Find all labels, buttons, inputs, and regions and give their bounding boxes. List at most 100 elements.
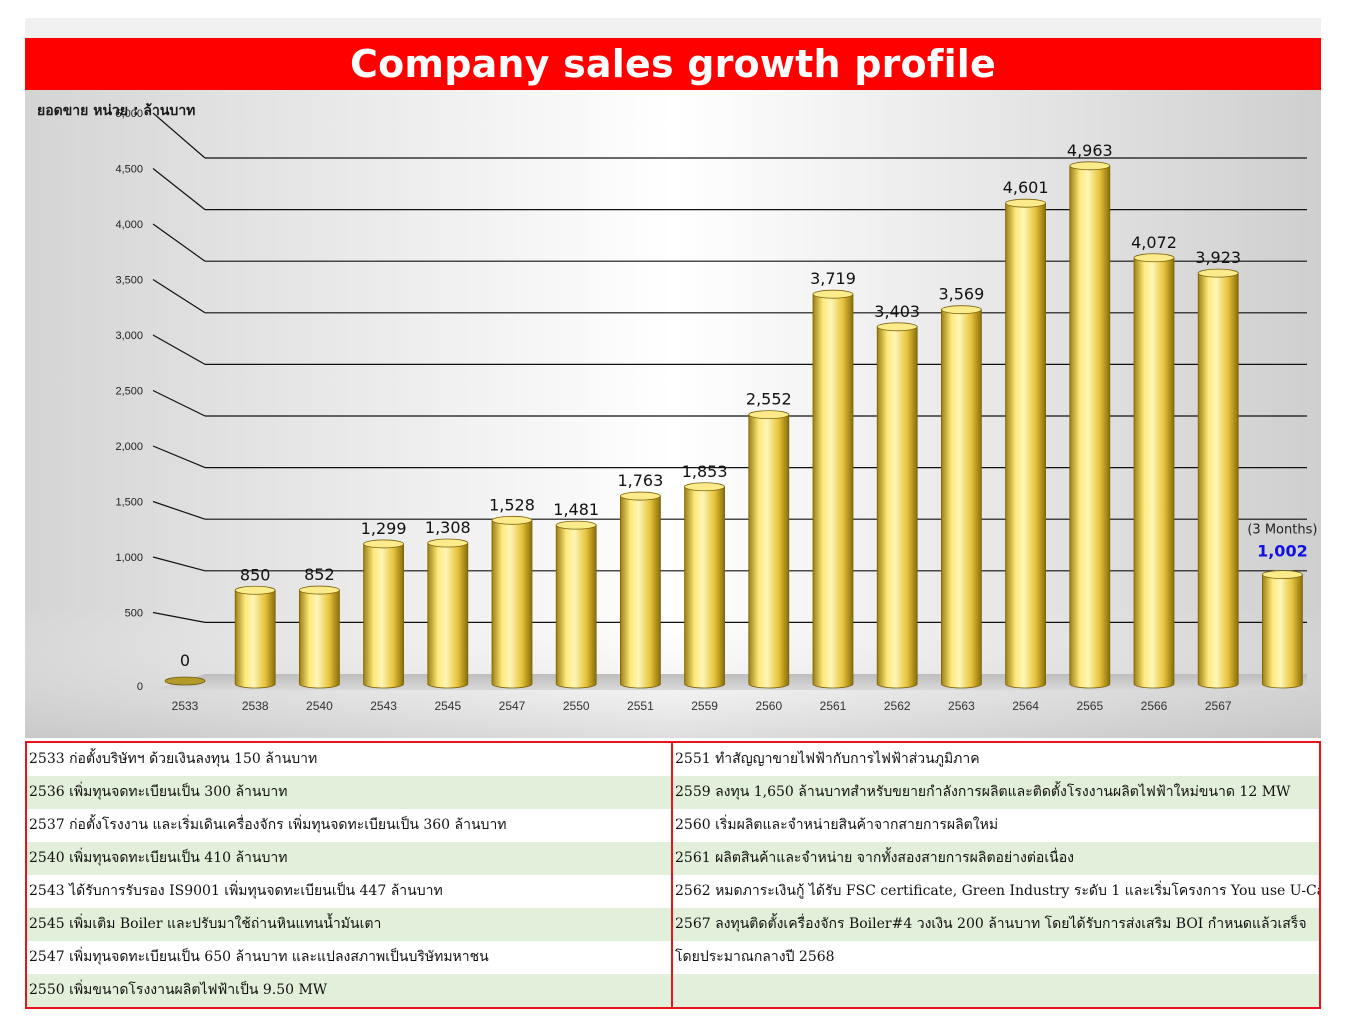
- x-tick-label: 2538: [242, 699, 269, 713]
- bars: [164, 161, 1303, 689]
- milestones-right-column: 2551 ทำสัญญาขายไฟฟ้ากับการไฟฟ้าส่วนภูมิภ…: [673, 743, 1319, 1007]
- bar-2562: [876, 322, 918, 689]
- top-strip: [25, 18, 1321, 38]
- x-tick-label: 2564: [1012, 699, 1039, 713]
- milestone-row: 2540 เพิ่มทุนจดทะเบียนเป็น 410 ล้านบาท: [27, 842, 671, 875]
- y-tick-label: 3,500: [115, 275, 143, 287]
- value-label: 4,072: [1131, 233, 1177, 252]
- value-label: 2,552: [746, 390, 792, 409]
- gridline-diagonal: [152, 223, 206, 262]
- bar-2533: [164, 676, 206, 686]
- bar-2564: [1005, 198, 1046, 689]
- value-label: 852: [304, 565, 335, 584]
- milestone-row: โดยประมาณกลางปี 2568: [675, 949, 835, 965]
- milestone-row: 2537 ก่อตั้งโรงงาน และเริ่มเดินเครื่องจั…: [29, 817, 507, 833]
- x-tick-label: 2550: [563, 699, 590, 713]
- gridline-diagonal: [152, 334, 206, 365]
- bar-2551: [620, 491, 661, 689]
- value-label: 3,403: [874, 302, 920, 321]
- value-label: 1,308: [425, 518, 471, 537]
- value-label: 1,853: [682, 462, 728, 481]
- gridline-diagonal: [152, 112, 206, 159]
- bar-2538: [234, 585, 276, 689]
- chart-svg: ยอดขาย หน่วย : ล้านบาท 05001,0001,5002,0…: [25, 90, 1321, 738]
- bar-2560: [748, 410, 790, 689]
- y-tick-label: 2,000: [115, 441, 143, 453]
- bar-2547: [491, 515, 533, 689]
- y-tick-label: 1,500: [115, 497, 143, 509]
- partial-note-label: (3 Months): [1247, 523, 1317, 538]
- x-tick-label: 2543: [370, 699, 397, 713]
- x-tick-label: 2545: [434, 699, 461, 713]
- value-labels: 0 850 852 1,299 1,308 1,528 1,481 1,763 1,853 2,5…: [180, 141, 1318, 670]
- value-label: 1,763: [617, 471, 663, 490]
- bar-2561: [812, 289, 854, 689]
- x-tick-label: 2560: [755, 699, 782, 713]
- x-tick-label: 2540: [306, 699, 333, 713]
- y-tick-label: 0: [137, 681, 143, 693]
- value-label: 4,963: [1067, 141, 1113, 160]
- x-tick-label: 2566: [1141, 699, 1168, 713]
- bar-2567: [1197, 268, 1239, 689]
- value-label: 1,481: [553, 500, 599, 519]
- value-label: 4,601: [1003, 178, 1049, 197]
- milestone-row: 2562 หมดภาระเงินกู้ ได้รับ FSC certifica…: [675, 883, 1319, 899]
- gridline-diagonal: [152, 168, 206, 211]
- x-tick-label: 2565: [1076, 699, 1103, 713]
- y-tick-label: 2,500: [115, 386, 143, 398]
- value-label: 3,719: [810, 269, 856, 288]
- x-tick-label: 2562: [884, 699, 911, 713]
- y-tick-label: 1,000: [115, 552, 143, 564]
- milestone-row: 2559 ลงทุน 1,650 ล้านบาทสำหรับขยายกำลังก…: [673, 776, 1319, 809]
- milestone-row: 2545 เพิ่มเติม Boiler และปรับมาใช้ถ่านหิ…: [27, 908, 671, 941]
- value-label: 850: [240, 565, 271, 584]
- value-label: 1,299: [361, 519, 407, 538]
- bar-2545: [427, 538, 469, 689]
- x-tick-label: 2551: [627, 699, 654, 713]
- y-axis-ticks: 0 500 1,000 1,500 2,000 2,500 3,000 3,500 4,000 4…: [115, 108, 143, 693]
- bar-2543: [363, 539, 405, 689]
- gridline-diagonal: [152, 556, 206, 572]
- milestone-row: 2560 เริ่มผลิตและจำหน่ายสินค้าจากสายการผ…: [675, 817, 999, 833]
- value-label: 1,528: [489, 495, 535, 514]
- bar-2563: [941, 305, 982, 689]
- bar-2559: [684, 482, 725, 689]
- bar-2540: [298, 585, 340, 689]
- y-tick-label: 4,500: [115, 164, 143, 176]
- value-label: 3,569: [938, 285, 984, 304]
- milestone-row: 2550 เพิ่มขนาดโรงงานผลิตไฟฟ้าเป็น 9.50 M…: [27, 974, 671, 1007]
- y-tick-label: 3,000: [115, 330, 143, 342]
- gridline-diagonal: [152, 611, 206, 623]
- milestone-row: 2536 เพิ่มทุนจดทะเบียนเป็น 300 ล้านบาท: [27, 776, 671, 809]
- milestone-row: 2551 ทำสัญญาขายไฟฟ้ากับการไฟฟ้าส่วนภูมิภ…: [675, 751, 980, 767]
- milestones-table: 2533 ก่อตั้งบริษัทฯ ด้วยเงินลงทุน 150 ล้…: [25, 741, 1321, 1009]
- x-tick-label: 2561: [820, 699, 847, 713]
- y-tick-label: 5,000: [115, 108, 143, 120]
- value-label: 0: [180, 651, 190, 670]
- milestone-row: 2567 ลงทุนติดตั้งเครื่องจักร Boiler#4 วง…: [673, 908, 1319, 941]
- partial-value-label: 1,002: [1257, 542, 1308, 561]
- y-tick-label: 4,000: [115, 219, 143, 231]
- x-tick-label: 2533: [172, 699, 199, 713]
- x-tick-label: 2563: [948, 699, 975, 713]
- chart-background-shade: [25, 90, 1321, 738]
- y-tick-label: 500: [125, 608, 143, 620]
- bar-partial: [1262, 570, 1303, 689]
- x-tick-label: 2547: [499, 699, 526, 713]
- milestone-row: 2533 ก่อตั้งบริษัทฯ ด้วยเงินลงทุน 150 ล้…: [29, 751, 318, 767]
- bar-2550: [555, 520, 597, 689]
- milestone-row: 2543 ได้รับการรับรอง IS9001 เพิ่มทุนจดทะ…: [29, 883, 443, 899]
- x-tick-label: 2567: [1205, 699, 1232, 713]
- value-label: 3,923: [1195, 248, 1241, 267]
- gridline-diagonal: [152, 278, 206, 314]
- sales-chart: ยอดขาย หน่วย : ล้านบาท 0 500 1,000 1,500 2,0…: [25, 90, 1321, 738]
- gridline-diagonal: [152, 500, 206, 520]
- page-title: Company sales growth profile: [350, 42, 996, 86]
- bar-2566: [1133, 253, 1175, 689]
- milestones-left-column: 2533 ก่อตั้งบริษัทฯ ด้วยเงินลงทุน 150 ล้…: [27, 743, 673, 1007]
- x-tick-label: 2559: [691, 699, 718, 713]
- milestone-row: 2547 เพิ่มทุนจดทะเบียนเป็น 650 ล้านบาท แ…: [29, 949, 489, 965]
- gridline-diagonal: [152, 389, 206, 417]
- title-banner: Company sales growth profile: [25, 38, 1321, 90]
- x-axis-ticks: 2533 2538 2540 2543 2545 2547 2550 2551 2559 2560…: [172, 699, 1232, 713]
